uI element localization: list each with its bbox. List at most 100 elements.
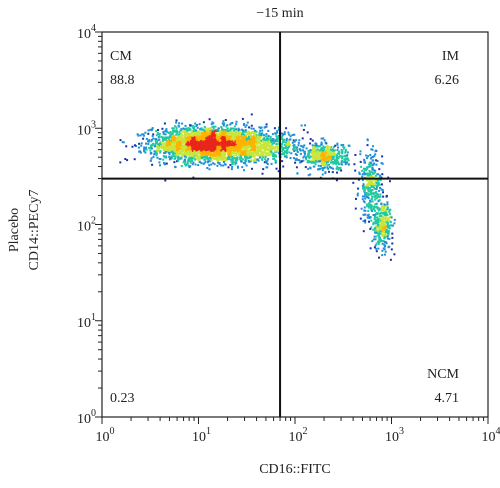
event-dot [379, 174, 382, 177]
event-dot [201, 131, 204, 134]
event-dot [163, 152, 166, 155]
event-dot [181, 149, 184, 152]
event-dot [379, 232, 382, 235]
event-dot [191, 141, 194, 144]
event-dot [321, 173, 324, 176]
event-dot [222, 143, 225, 146]
event-dot [249, 142, 252, 145]
event-dot [335, 158, 338, 161]
event-dot [121, 141, 124, 144]
event-dot [261, 132, 264, 135]
event-dot [320, 147, 323, 150]
event-dot [263, 134, 265, 137]
event-dot [247, 151, 250, 154]
event-dot [209, 127, 212, 130]
event-dot [326, 152, 329, 155]
event-dot [252, 127, 255, 130]
event-dot [386, 219, 389, 222]
event-dot [269, 148, 272, 151]
event-dot [176, 153, 178, 156]
event-dot [162, 158, 165, 161]
event-dot [385, 241, 388, 244]
x-tick-label: 102 [289, 426, 308, 445]
event-dot [178, 122, 181, 125]
event-dot [228, 147, 231, 150]
event-dot [235, 159, 238, 162]
event-dot [311, 148, 314, 151]
event-dot [155, 145, 158, 148]
event-dot [203, 162, 206, 165]
event-dot [196, 156, 199, 159]
event-dot [260, 139, 263, 142]
event-dot [387, 246, 390, 249]
event-dot [244, 160, 247, 163]
event-dot [197, 140, 200, 143]
event-dot [318, 157, 321, 160]
event-dot [173, 135, 176, 138]
event-dot [253, 138, 256, 141]
event-dot [255, 152, 258, 155]
event-dot [369, 183, 372, 186]
event-dot [317, 150, 320, 153]
event-dot [373, 171, 376, 174]
event-dot [234, 149, 237, 152]
x-axis-label: CD16::FITC [259, 462, 331, 477]
event-dot [265, 154, 268, 156]
event-dot [275, 167, 278, 170]
event-dot [223, 144, 226, 147]
event-dot [200, 140, 202, 143]
event-dot [389, 216, 392, 219]
event-dot [358, 171, 361, 174]
event-dot [260, 154, 263, 157]
event-dot [331, 171, 334, 174]
event-dot [336, 142, 339, 145]
event-dot [327, 145, 330, 148]
event-dot [234, 134, 237, 137]
event-dot [187, 150, 190, 153]
event-dot [378, 189, 381, 192]
event-dot [283, 131, 286, 134]
event-dot [226, 156, 229, 159]
event-dot [373, 235, 376, 238]
event-dot [334, 162, 337, 165]
event-dot [184, 124, 187, 127]
event-dot [242, 158, 244, 161]
event-dot [213, 130, 216, 133]
event-dot [386, 201, 389, 204]
event-dot [184, 133, 187, 136]
event-dot [385, 221, 388, 224]
event-dot [369, 247, 372, 250]
event-dot [247, 140, 250, 143]
event-dot [256, 140, 259, 143]
event-dot [325, 145, 328, 148]
event-dot [222, 152, 225, 155]
event-dot [287, 146, 289, 149]
event-dot [364, 168, 367, 170]
event-dot [233, 129, 236, 132]
event-dot [168, 146, 170, 149]
event-dot [367, 172, 370, 175]
event-dot [376, 185, 378, 188]
event-dot [290, 152, 293, 155]
event-dot [175, 133, 178, 136]
event-dot [369, 165, 372, 168]
event-dot [313, 150, 316, 153]
event-dot [165, 130, 167, 132]
event-dot [366, 214, 369, 217]
event-dot [373, 187, 376, 189]
event-dot [316, 157, 319, 160]
event-dot [187, 129, 190, 132]
event-dot [239, 158, 242, 161]
event-dot [222, 147, 225, 150]
event-dot [363, 173, 366, 176]
event-dot [206, 138, 209, 141]
event-dot [315, 153, 318, 156]
event-dot [312, 146, 315, 149]
event-dot [317, 158, 319, 161]
event-dot [168, 153, 171, 156]
event-dot [389, 180, 391, 183]
event-dot [361, 173, 364, 176]
event-dot [360, 165, 363, 168]
event-dot [377, 200, 380, 203]
event-dot [256, 152, 259, 155]
